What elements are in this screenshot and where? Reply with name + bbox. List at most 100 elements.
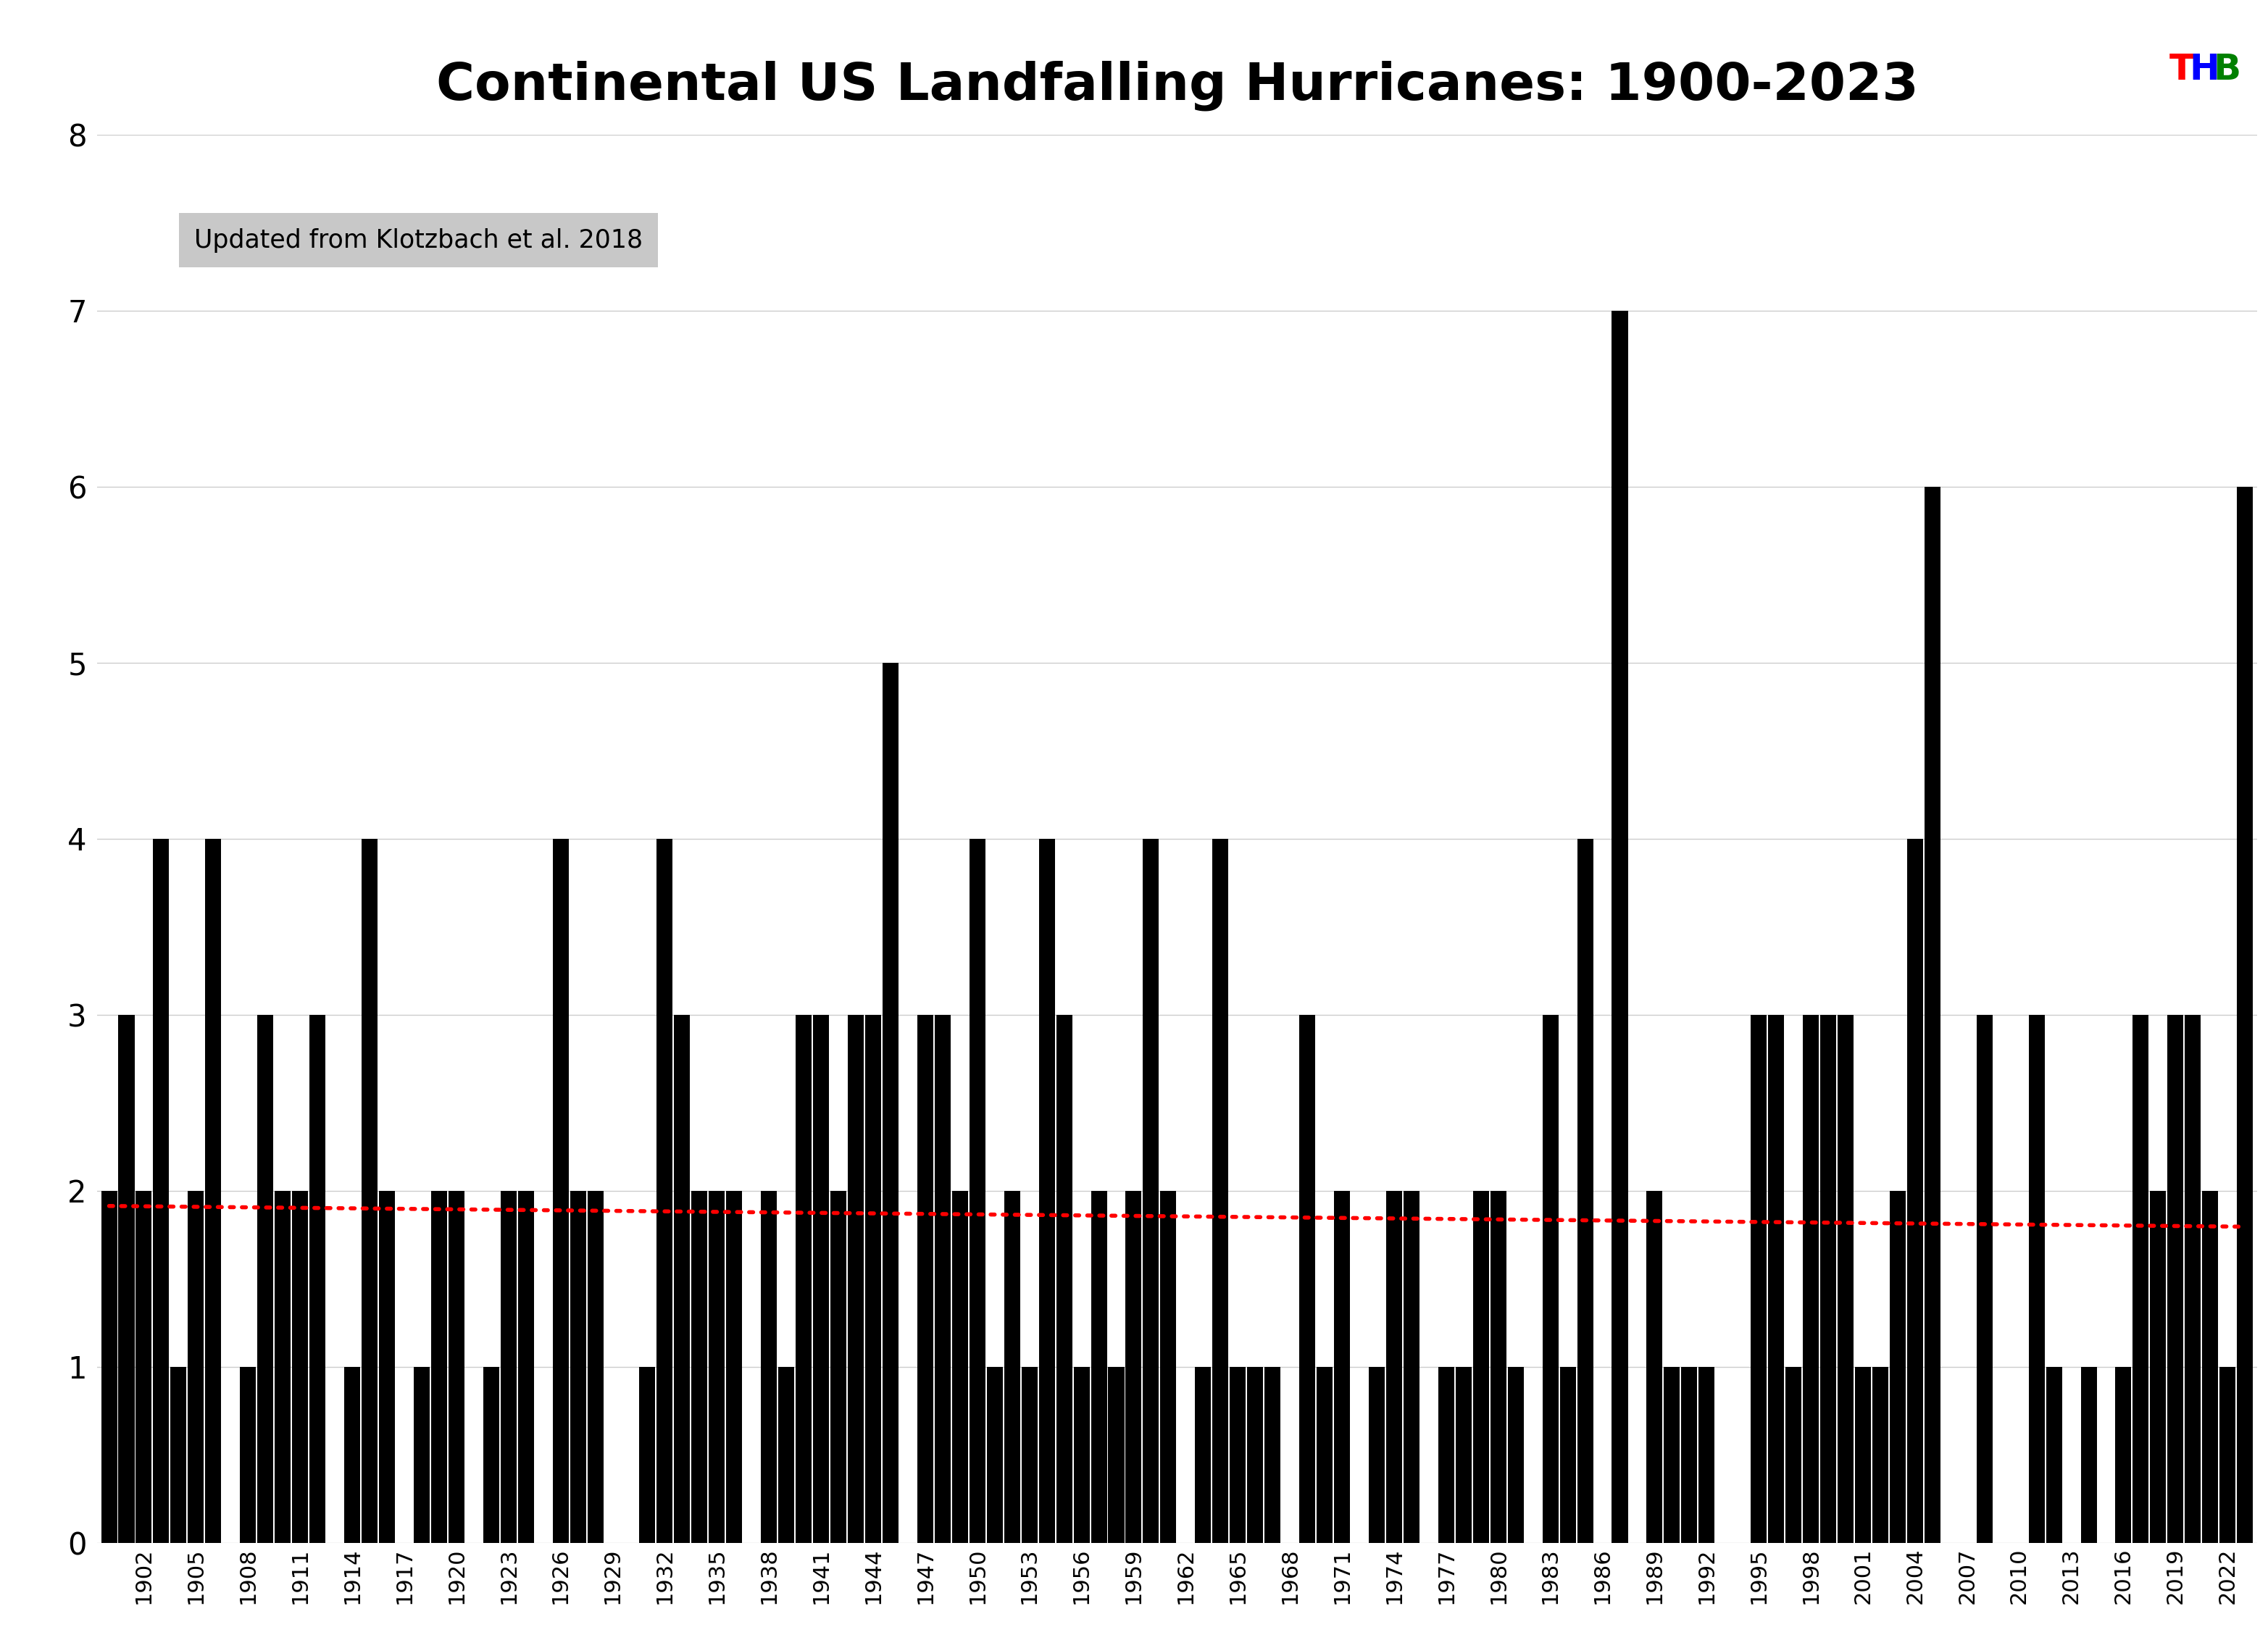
Bar <box>240 1366 256 1543</box>
Bar <box>1855 1366 1871 1543</box>
Bar <box>2046 1366 2062 1543</box>
Bar <box>1681 1366 1696 1543</box>
Bar <box>501 1192 517 1543</box>
Bar <box>517 1192 533 1543</box>
Bar <box>293 1192 308 1543</box>
Bar <box>379 1192 395 1543</box>
Bar <box>658 839 674 1543</box>
Bar <box>1213 839 1229 1543</box>
Bar <box>449 1192 465 1543</box>
Bar <box>2150 1192 2166 1543</box>
Bar <box>916 1015 932 1543</box>
Bar <box>569 1192 585 1543</box>
Bar <box>1785 1366 1801 1543</box>
Bar <box>796 1015 812 1543</box>
Bar <box>1665 1366 1681 1543</box>
Bar <box>1873 1366 1889 1543</box>
Bar <box>1751 1015 1767 1543</box>
Bar <box>968 839 984 1543</box>
Bar <box>345 1366 361 1543</box>
Bar <box>1247 1366 1263 1543</box>
Bar <box>154 839 170 1543</box>
Bar <box>431 1192 447 1543</box>
Bar <box>361 839 376 1543</box>
Bar <box>762 1192 778 1543</box>
Bar <box>640 1366 655 1543</box>
Bar <box>1438 1366 1454 1543</box>
Bar <box>1576 839 1592 1543</box>
Bar <box>2116 1366 2132 1543</box>
Text: T: T <box>2170 51 2193 87</box>
Bar <box>1907 839 1923 1543</box>
Bar <box>830 1192 846 1543</box>
Bar <box>987 1366 1002 1543</box>
Bar <box>1143 839 1159 1543</box>
Bar <box>483 1366 499 1543</box>
Bar <box>1803 1015 1819 1543</box>
Title: Continental US Landfalling Hurricanes: 1900-2023: Continental US Landfalling Hurricanes: 1… <box>435 61 1919 110</box>
Bar <box>1560 1366 1576 1543</box>
Bar <box>206 839 222 1543</box>
Bar <box>1057 1015 1073 1543</box>
Bar <box>2132 1015 2148 1543</box>
Bar <box>2028 1015 2043 1543</box>
Bar <box>1837 1015 1853 1543</box>
Bar <box>1490 1192 1506 1543</box>
Bar <box>2202 1192 2218 1543</box>
Bar <box>553 839 569 1543</box>
Bar <box>726 1192 742 1543</box>
Bar <box>1005 1192 1021 1543</box>
Bar <box>2080 1366 2096 1543</box>
Bar <box>1318 1366 1334 1543</box>
Bar <box>2220 1366 2236 1543</box>
Bar <box>1404 1192 1420 1543</box>
Bar <box>710 1192 726 1543</box>
Bar <box>170 1366 186 1543</box>
Bar <box>674 1015 689 1543</box>
Bar <box>1039 839 1055 1543</box>
Bar <box>118 1015 134 1543</box>
Bar <box>778 1366 794 1543</box>
Bar <box>1542 1015 1558 1543</box>
Bar <box>1266 1366 1281 1543</box>
Bar <box>1229 1366 1245 1543</box>
Bar <box>812 1015 830 1543</box>
Bar <box>1125 1192 1141 1543</box>
Bar <box>1109 1366 1125 1543</box>
Bar <box>587 1192 603 1543</box>
Bar <box>1508 1366 1524 1543</box>
Bar <box>1386 1192 1402 1543</box>
Bar <box>136 1192 152 1543</box>
Text: H: H <box>2189 51 2220 87</box>
Bar <box>1926 486 1941 1543</box>
Bar <box>1161 1192 1177 1543</box>
Bar <box>1300 1015 1315 1543</box>
Bar <box>1021 1366 1036 1543</box>
Bar <box>692 1192 708 1543</box>
Bar <box>256 1015 274 1543</box>
Bar <box>1472 1192 1488 1543</box>
Bar <box>188 1192 204 1543</box>
Bar <box>1889 1192 1905 1543</box>
Bar <box>1073 1366 1089 1543</box>
Text: B: B <box>2214 51 2241 87</box>
Bar <box>308 1015 324 1543</box>
Bar <box>1821 1015 1837 1543</box>
Bar <box>1368 1366 1386 1543</box>
Bar <box>882 662 898 1543</box>
Bar <box>953 1192 968 1543</box>
Bar <box>413 1366 429 1543</box>
Bar <box>1456 1366 1472 1543</box>
Bar <box>934 1015 950 1543</box>
Bar <box>1647 1192 1662 1543</box>
Bar <box>1699 1366 1715 1543</box>
Bar <box>864 1015 882 1543</box>
Bar <box>274 1192 290 1543</box>
Bar <box>102 1192 118 1543</box>
Bar <box>2236 486 2252 1543</box>
Bar <box>848 1015 864 1543</box>
Bar <box>1195 1366 1211 1543</box>
Bar <box>1975 1015 1994 1543</box>
Bar <box>1091 1192 1107 1543</box>
Bar <box>2184 1015 2200 1543</box>
